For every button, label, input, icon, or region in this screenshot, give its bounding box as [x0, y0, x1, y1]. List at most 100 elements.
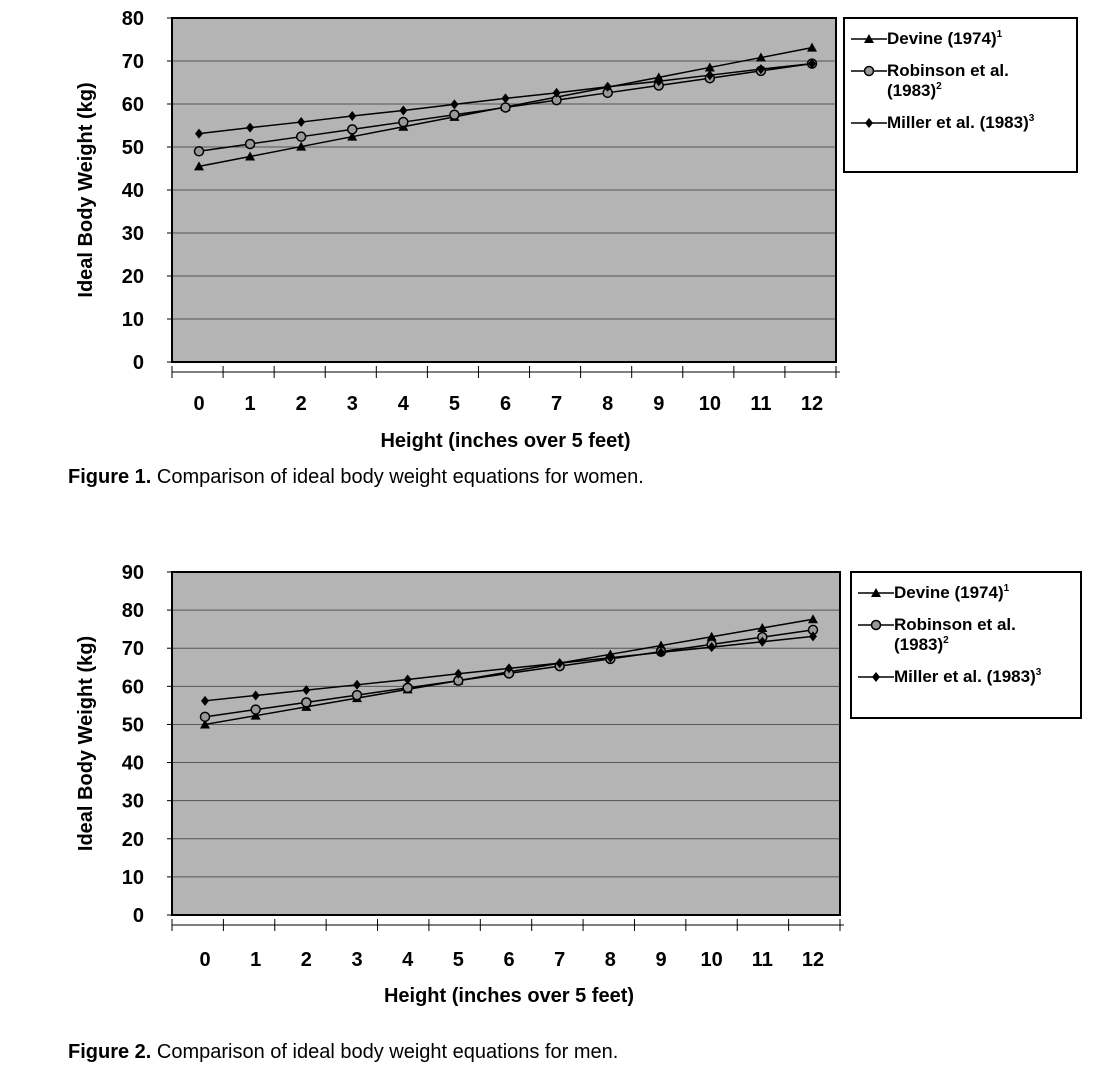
legend-marker — [863, 65, 875, 77]
data-point — [449, 109, 460, 120]
data-point — [454, 668, 463, 679]
data-point — [347, 131, 358, 141]
legend-label: Miller et al. (1983)3 — [887, 113, 1034, 133]
legend-label-line1: Robinson et al. — [894, 615, 1016, 634]
x-tick-label: 11 — [752, 949, 773, 971]
data-point — [807, 42, 817, 52]
plot-border — [171, 17, 837, 363]
data-point — [755, 52, 766, 62]
caption-figure-2: Figure 2. Comparison of ideal body weigh… — [68, 1041, 618, 1064]
plot-area — [172, 572, 840, 915]
legend-item-circle: Robinson et al. (1983)2 — [858, 615, 1074, 655]
caption-figure-1: Figure 1. Comparison of ideal body weigh… — [68, 466, 644, 489]
x-tick-label: 1 — [250, 949, 261, 971]
data-point — [500, 102, 511, 113]
data-point — [194, 161, 204, 171]
legend-footnote: 2 — [936, 81, 942, 92]
legend-label-text: Miller et al. (1983) — [887, 113, 1029, 132]
legend-label-line2: (1983) — [894, 635, 944, 654]
data-point — [403, 674, 412, 685]
legend-label-line2: (1983) — [887, 81, 937, 100]
data-point — [402, 682, 413, 694]
legend-label-text: Miller et al. (1983) — [894, 667, 1036, 686]
legend-label: Devine (1974)1 — [894, 583, 1009, 603]
x-tick-label: 0 — [199, 949, 210, 971]
x-tick-label: 9 — [655, 949, 666, 971]
x-tick-label: 4 — [402, 949, 414, 971]
x-tick-label: 8 — [605, 949, 616, 971]
y-tick-label: 50 — [122, 137, 144, 159]
data-point — [704, 62, 715, 72]
x-tick-label: 0 — [193, 393, 204, 415]
data-point — [398, 116, 409, 128]
y-tick-label: 10 — [122, 309, 144, 331]
legend-marker — [865, 118, 873, 128]
triangle-marker-icon — [851, 34, 887, 43]
x-tick-label: 1 — [245, 393, 256, 415]
x-tick-label: 7 — [554, 949, 565, 971]
data-point — [302, 685, 311, 696]
y-tick-label: 80 — [122, 8, 144, 30]
data-point — [200, 719, 210, 729]
legend-label-line1: Robinson et al. — [887, 61, 1009, 80]
y-tick-label: 20 — [122, 266, 144, 288]
x-tick-label: 11 — [750, 393, 771, 415]
data-point — [199, 711, 211, 723]
y-tick-label: 20 — [122, 829, 144, 851]
caption-text: Comparison of ideal body weight equation… — [151, 466, 644, 488]
x-tick-label: 3 — [347, 393, 358, 415]
caption-label: Figure 1. — [68, 466, 152, 488]
x-tick-label: 8 — [602, 393, 613, 415]
legend-label-text: Devine (1974) — [887, 29, 997, 48]
data-point — [606, 652, 615, 663]
x-tick-label: 2 — [296, 393, 307, 415]
legend-footnote: 2 — [943, 635, 949, 646]
x-tick-label: 6 — [503, 949, 514, 971]
y-axis-title: Ideal Body Weight (kg) — [75, 82, 97, 297]
legend-item-triangle: Devine (1974)1 — [851, 29, 1070, 49]
data-point — [603, 81, 612, 92]
legend-footnote: 1 — [996, 29, 1003, 40]
y-tick-label: 0 — [133, 905, 144, 927]
data-point — [347, 124, 358, 135]
legend-label: Robinson et al. (1983)2 — [887, 61, 1009, 101]
legend-label: Miller et al. (1983)3 — [894, 667, 1041, 687]
caption-text: Comparison of ideal body weight equation… — [151, 1041, 619, 1063]
plot-border — [171, 571, 841, 916]
x-tick-label: 12 — [801, 393, 823, 415]
data-point — [296, 141, 307, 151]
legend-marker — [870, 619, 882, 631]
y-tick-label: 40 — [122, 180, 144, 202]
data-point — [756, 64, 765, 75]
legend-item-diamond: Miller et al. (1983)3 — [851, 113, 1070, 133]
x-tick-label: 10 — [701, 949, 723, 971]
legend-figure-2: Devine (1974)1 Robinson et al. (1983)2 Mill… — [850, 571, 1082, 719]
data-point — [244, 138, 256, 150]
x-tick-label: 12 — [802, 949, 824, 971]
data-point — [297, 117, 306, 128]
diamond-marker-icon — [851, 118, 887, 128]
data-point — [353, 679, 361, 690]
y-tick-label: 90 — [122, 562, 144, 584]
legend-item-diamond: Miller et al. (1983)3 — [858, 667, 1074, 687]
data-point — [808, 614, 818, 624]
legend-footnote: 1 — [1003, 583, 1010, 594]
circle-marker-icon — [851, 65, 887, 77]
data-point — [809, 631, 817, 642]
y-tick-label: 50 — [122, 714, 144, 736]
legend-label-text: Devine (1974) — [894, 583, 1004, 602]
legend-footnote: 3 — [1028, 113, 1035, 124]
data-point — [552, 87, 561, 98]
data-point — [450, 99, 459, 110]
legend-item-triangle: Devine (1974)1 — [858, 583, 1074, 603]
data-point — [758, 636, 767, 647]
legend-marker — [864, 34, 874, 43]
y-tick-label: 40 — [122, 753, 144, 775]
data-point — [351, 689, 363, 701]
x-tick-label: 9 — [653, 393, 664, 415]
x-tick-label: 3 — [351, 949, 362, 971]
y-tick-label: 60 — [122, 676, 144, 698]
